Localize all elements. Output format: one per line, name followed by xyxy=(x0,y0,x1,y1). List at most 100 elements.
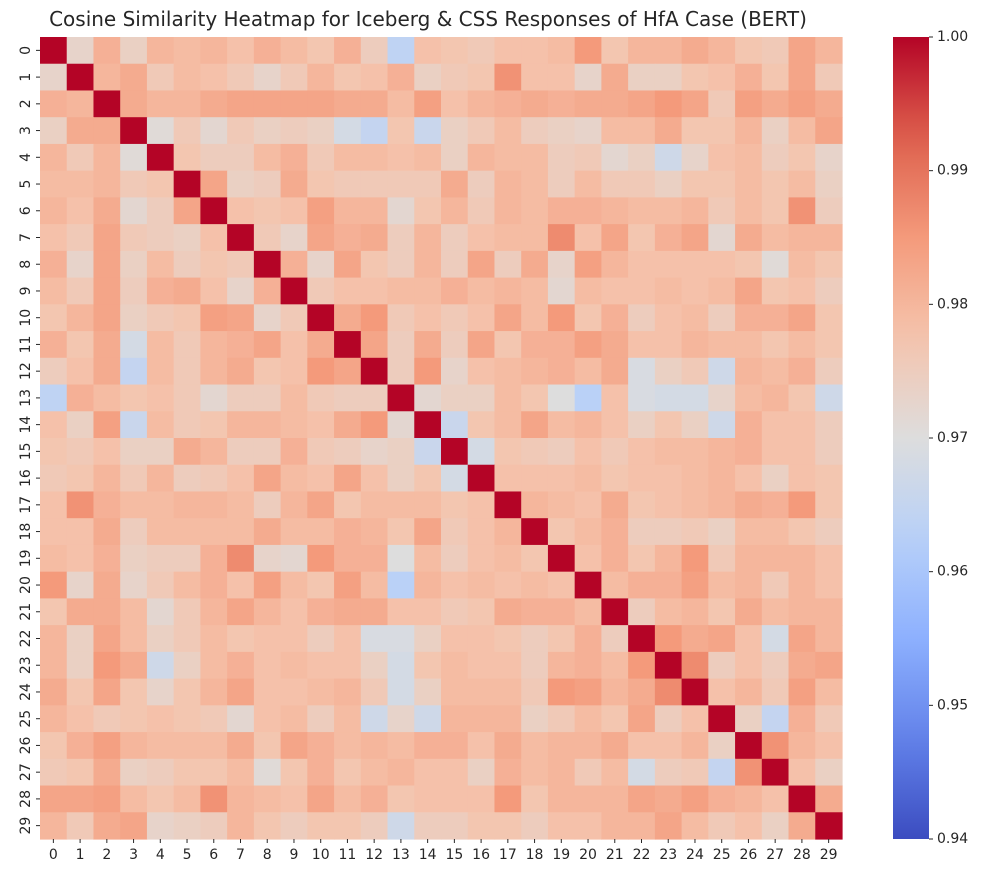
y-tick-label: 7 xyxy=(18,233,34,242)
heatmap-cell xyxy=(40,625,68,653)
heatmap-cell xyxy=(120,678,148,706)
x-tick-label: 18 xyxy=(526,847,544,863)
heatmap-cell xyxy=(708,464,736,493)
heatmap-cell xyxy=(494,625,522,653)
heatmap-cell xyxy=(788,518,816,546)
heatmap-cell xyxy=(761,63,790,92)
y-tick-label: 20 xyxy=(18,576,34,594)
heatmap-cell xyxy=(414,304,442,332)
heatmap-cell xyxy=(360,438,389,466)
x-tick-label: 3 xyxy=(129,847,138,863)
heatmap-cell xyxy=(708,438,736,466)
heatmap-cell xyxy=(66,464,95,493)
heatmap-cell xyxy=(40,197,68,225)
heatmap-cell xyxy=(66,518,95,546)
x-tick-label: 23 xyxy=(659,847,677,863)
heatmap-cell xyxy=(761,90,790,118)
heatmap-cell xyxy=(654,170,683,198)
heatmap-cell xyxy=(253,678,282,706)
heatmap-cell xyxy=(521,464,549,493)
heatmap-cell xyxy=(654,544,683,573)
heatmap-cell xyxy=(200,705,228,733)
heatmap-cell xyxy=(200,143,228,172)
heatmap-cell xyxy=(414,63,442,92)
heatmap-cell xyxy=(40,732,68,760)
heatmap-cell xyxy=(146,438,175,466)
heatmap-cell xyxy=(521,598,549,626)
heatmap-cell xyxy=(681,705,709,733)
x-tick-label: 19 xyxy=(552,847,570,863)
heatmap-cell xyxy=(40,170,68,198)
heatmap-cell xyxy=(761,491,790,519)
heatmap-cell xyxy=(173,143,201,172)
heatmap-cell xyxy=(227,491,255,519)
heatmap-cell xyxy=(815,90,843,118)
heatmap-cell xyxy=(547,197,576,225)
heatmap-cell xyxy=(146,758,175,787)
heatmap-cell xyxy=(761,571,790,599)
y-tick-label: 10 xyxy=(18,309,34,327)
heatmap-cell xyxy=(40,277,68,305)
colorbar xyxy=(893,37,929,839)
heatmap-cell xyxy=(574,331,602,359)
heatmap-cell xyxy=(735,571,763,599)
heatmap-cell xyxy=(40,785,68,813)
heatmap-cell xyxy=(574,37,602,65)
heatmap-cell xyxy=(467,384,496,412)
heatmap-cell xyxy=(334,63,362,92)
heatmap-cell xyxy=(547,625,576,653)
heatmap-cell xyxy=(200,197,228,225)
y-tick-label: 22 xyxy=(18,630,34,648)
heatmap-cell xyxy=(253,224,282,252)
heatmap-cell xyxy=(280,571,308,599)
heatmap-cell xyxy=(146,357,175,386)
heatmap-cell xyxy=(173,438,201,466)
heatmap-cell xyxy=(574,304,602,332)
heatmap-cell xyxy=(200,63,228,92)
y-tick-label: 23 xyxy=(18,656,34,674)
heatmap-cell xyxy=(681,438,709,466)
heatmap-cell xyxy=(387,117,415,145)
heatmap-cell xyxy=(441,464,469,493)
heatmap-cell xyxy=(735,544,763,573)
heatmap-cell xyxy=(547,250,576,279)
heatmap-cell xyxy=(494,598,522,626)
heatmap-cell xyxy=(253,625,282,653)
heatmap-cell xyxy=(414,598,442,626)
heatmap-cell xyxy=(93,250,121,279)
heatmap-cell xyxy=(521,758,549,787)
x-tick-label: 12 xyxy=(365,847,383,863)
colorbar-tick-label: 0.96 xyxy=(937,564,968,580)
heatmap-cell xyxy=(387,518,415,546)
heatmap-cell xyxy=(494,384,522,412)
heatmap-cell xyxy=(387,705,415,733)
heatmap-cell xyxy=(521,304,549,332)
heatmap-cell xyxy=(601,411,629,439)
heatmap-cell xyxy=(387,197,415,225)
heatmap-cell xyxy=(200,224,228,252)
heatmap-cell xyxy=(40,63,68,92)
heatmap-cell xyxy=(227,785,255,813)
heatmap-cell xyxy=(521,277,549,305)
heatmap-cell xyxy=(173,758,201,787)
heatmap-cell xyxy=(788,651,816,680)
heatmap-cell xyxy=(120,651,148,680)
heatmap-cell xyxy=(815,518,843,546)
heatmap-cell xyxy=(173,571,201,599)
heatmap-cell xyxy=(40,491,68,519)
heatmap-cell xyxy=(40,438,68,466)
heatmap-cell xyxy=(708,90,736,118)
heatmap-cell xyxy=(708,598,736,626)
heatmap-cell xyxy=(120,438,148,466)
heatmap-cell xyxy=(360,357,389,386)
heatmap-cell xyxy=(93,785,121,813)
heatmap-cell xyxy=(441,197,469,225)
heatmap-cell xyxy=(66,732,95,760)
heatmap-cell xyxy=(708,197,736,225)
heatmap-cell xyxy=(173,785,201,813)
heatmap-cell xyxy=(815,197,843,225)
colorbar-tick-label: 0.94 xyxy=(937,831,968,847)
heatmap-cell xyxy=(200,37,228,65)
heatmap-cell xyxy=(360,705,389,733)
heatmap-cell xyxy=(40,250,68,279)
